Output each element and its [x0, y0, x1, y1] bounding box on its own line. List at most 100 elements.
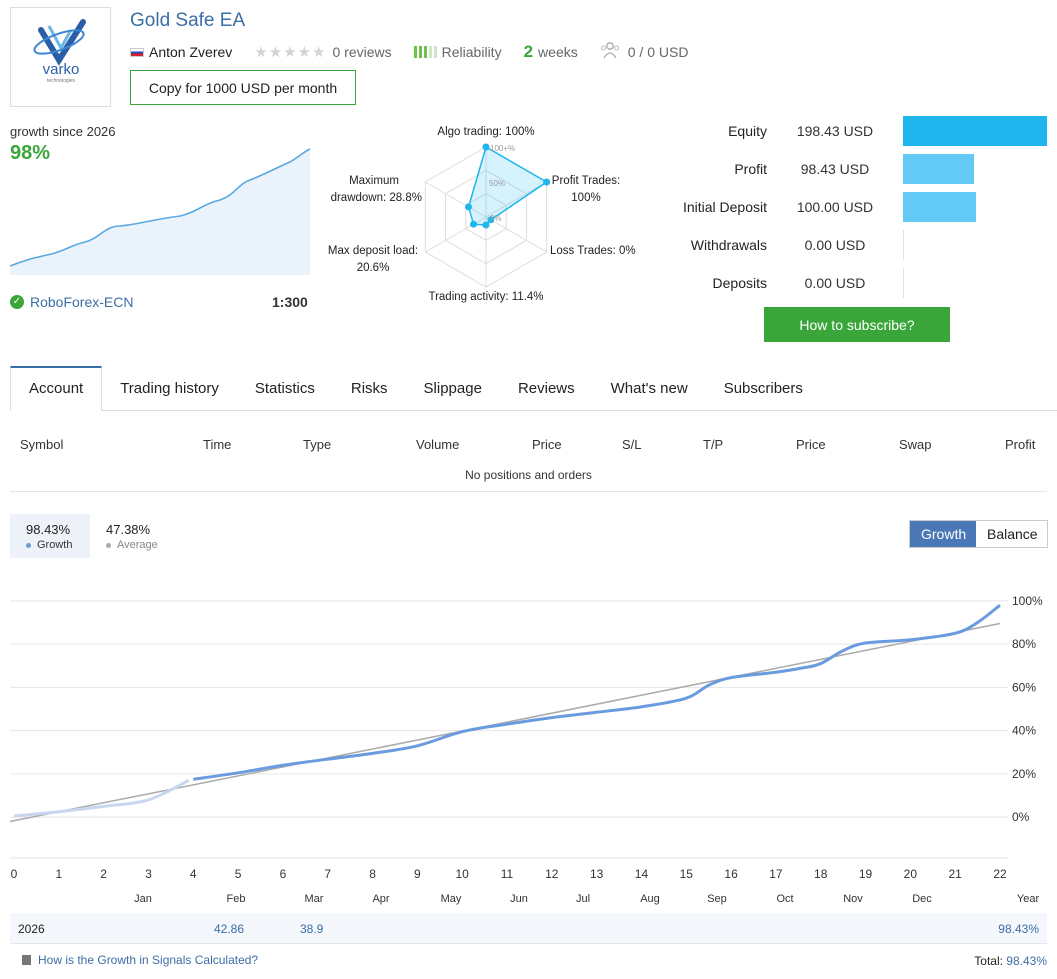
month-label: Dec	[912, 893, 932, 905]
x-tick-label: 20	[904, 867, 918, 881]
growth-toggle-button[interactable]: Growth	[910, 521, 976, 547]
growth-stat[interactable]: 98.43% Growth	[10, 514, 90, 558]
tab-trading-history[interactable]: Trading history	[120, 380, 219, 397]
sparkline-line	[10, 148, 311, 267]
radar-label-loss: Loss Trades: 0%	[550, 245, 636, 257]
copy-signal-button[interactable]: Copy for 1000 USD per month	[130, 70, 356, 105]
equity-row-label: Profit	[734, 161, 767, 177]
average-stat-value: 47.38%	[106, 522, 151, 537]
tab-reviews[interactable]: Reviews	[517, 380, 575, 397]
tab-account[interactable]: Account	[10, 366, 103, 411]
radar-point	[543, 178, 551, 186]
equity-row-label: Equity	[728, 123, 767, 139]
sparkline-fill	[10, 149, 310, 275]
x-tick-label: 22	[993, 867, 1007, 881]
radar-scale-50: 50%	[489, 179, 505, 188]
month-label: May	[441, 893, 462, 905]
equity-bar	[903, 192, 976, 222]
logo-text: varko	[43, 61, 80, 78]
growth-value: 98%	[10, 142, 51, 164]
x-tick-label: 5	[235, 867, 242, 881]
growth-stat-label: Growth	[37, 539, 73, 551]
x-tick-label: 6	[280, 867, 287, 881]
x-tick-label: 4	[190, 867, 197, 881]
signal-title[interactable]: Gold Safe EA	[130, 10, 246, 31]
equity-row-label: Initial Deposit	[682, 199, 767, 215]
year-label: 2026	[18, 922, 45, 936]
broker-name: RoboForex-ECN	[30, 294, 134, 310]
radar-label-dd-1: Maximum	[349, 175, 399, 187]
x-tick-label: 2	[100, 867, 107, 881]
equity-row-value: 198.43 USD	[796, 123, 874, 139]
weeks-label: weeks	[538, 44, 578, 60]
x-tick-label: 1	[55, 867, 62, 881]
tab-what-s-new[interactable]: What's new	[610, 380, 688, 397]
radar-label-dd-2: drawdown: 28.8%	[330, 192, 422, 204]
radar-point	[482, 221, 490, 229]
author-name[interactable]: Anton Zverev	[149, 44, 233, 60]
growth-dot-icon	[26, 542, 31, 548]
year-mar-value[interactable]: 38.9	[300, 922, 324, 936]
radar-point	[465, 203, 473, 211]
x-tick-label: 3	[145, 867, 152, 881]
chart-mode-toggle: Growth Balance	[909, 520, 1048, 548]
month-label: Jul	[576, 893, 590, 905]
tab-statistics[interactable]: Statistics	[254, 380, 315, 397]
subscribers-icon	[600, 41, 620, 64]
growth-calc-link-text: How is the Growth in Signals Calculated?	[38, 953, 259, 967]
growth-series-line	[193, 603, 1001, 781]
tab-slippage[interactable]: Slippage	[423, 380, 482, 397]
radar-label-load-1: Max deposit load:	[327, 245, 419, 257]
month-label: Apr	[372, 893, 389, 905]
x-tick-label: 21	[949, 867, 963, 881]
tab-subscribers[interactable]: Subscribers	[723, 380, 803, 397]
y-tick-label: 0%	[1012, 810, 1030, 824]
varko-logo-icon: varko technologies	[33, 19, 86, 84]
equity-row-value: 100.00 USD	[796, 199, 874, 215]
growth-series-line-faded	[13, 779, 190, 818]
year-row: 2026 42.86 38.9 98.43%	[10, 913, 1047, 944]
average-series-line	[9, 622, 1001, 823]
average-stat[interactable]: 47.38% Average	[90, 514, 170, 558]
radar-axis	[425, 181, 487, 218]
month-label: Oct	[776, 893, 793, 905]
no-positions-text: No positions and orders	[465, 468, 592, 482]
x-tick-label: 12	[545, 867, 559, 881]
tab-risks[interactable]: Risks	[350, 380, 388, 397]
equity-bar	[903, 154, 974, 184]
radar-point	[482, 143, 490, 151]
y-tick-label: 40%	[1012, 724, 1036, 738]
column-header: Swap	[899, 437, 932, 452]
column-header: S/L	[622, 437, 642, 452]
x-tick-label: 14	[635, 867, 649, 881]
x-tick-label: 13	[590, 867, 604, 881]
equity-bar	[903, 268, 904, 298]
month-label: Aug	[640, 893, 660, 905]
growth-calc-link[interactable]: How is the Growth in Signals Calculated?	[22, 953, 258, 967]
growth-since-label: growth since 2026	[10, 124, 116, 139]
rating-stars-icon: ★★★★★	[254, 44, 327, 61]
growth-chart: 100%80%60%40%20%0%0 1 2 3 4 5 6 7 8 9 10 11 12 13 14 15…	[9, 594, 1043, 905]
signal-tabs: Account Trading history Statistics Risks Sli…	[10, 366, 1057, 411]
balance-toggle-button[interactable]: Balance	[976, 521, 1047, 547]
equity-bar	[903, 116, 1047, 146]
y-tick-label: 60%	[1012, 680, 1036, 694]
month-label: Mar	[305, 893, 324, 905]
column-header: Type	[303, 437, 332, 452]
reviews-count[interactable]: 0 reviews	[332, 44, 392, 60]
equity-bar	[903, 230, 904, 260]
equity-row-label: Deposits	[712, 275, 767, 291]
how-to-subscribe-button[interactable]: How to subscribe?	[764, 307, 950, 342]
signal-logo: varko technologies	[10, 7, 111, 107]
x-tick-label: 18	[814, 867, 828, 881]
radar-point	[470, 220, 478, 228]
growth-sparkline	[10, 148, 311, 275]
radar-point	[487, 216, 495, 224]
month-label: Sep	[707, 893, 727, 905]
y-tick-label: 80%	[1012, 637, 1036, 651]
x-tick-label: 17	[769, 867, 783, 881]
broker-link[interactable]: ✓ RoboForex-ECN	[10, 294, 133, 310]
reliability-bars-icon	[413, 46, 437, 58]
russia-flag-icon	[130, 47, 144, 57]
year-feb-value[interactable]: 42.86	[214, 922, 245, 936]
